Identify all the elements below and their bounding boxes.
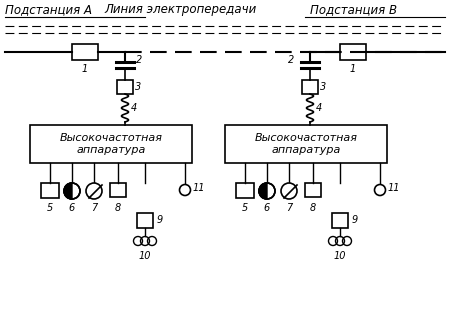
Text: 9: 9 (157, 215, 163, 225)
Text: 1: 1 (82, 64, 88, 74)
Text: Линия электропередачи: Линия электропередачи (104, 4, 256, 17)
Text: 4: 4 (316, 103, 322, 113)
Text: 6: 6 (264, 203, 270, 213)
Text: 7: 7 (286, 203, 292, 213)
Bar (72, 44, 98, 60)
Circle shape (259, 183, 275, 199)
Text: 3: 3 (135, 82, 141, 92)
Text: 6: 6 (69, 203, 75, 213)
Bar (340, 44, 366, 60)
Text: Подстанция А: Подстанция А (5, 4, 92, 17)
Bar (137, 213, 153, 228)
Text: 11: 11 (388, 183, 400, 193)
Text: 9: 9 (352, 215, 358, 225)
Bar (332, 213, 348, 228)
Circle shape (281, 183, 297, 199)
Bar (225, 125, 387, 163)
Circle shape (86, 183, 102, 199)
Bar (305, 183, 321, 197)
Text: Подстанция В: Подстанция В (310, 4, 397, 17)
Text: 1: 1 (350, 64, 356, 74)
Text: 8: 8 (115, 203, 121, 213)
Bar (41, 183, 59, 198)
Text: 7: 7 (91, 203, 97, 213)
Bar (30, 125, 192, 163)
Text: Высокочастотная
аппаратура: Высокочастотная аппаратура (255, 133, 357, 155)
Text: 5: 5 (47, 203, 53, 213)
Circle shape (374, 185, 386, 196)
Polygon shape (64, 183, 72, 199)
Text: Высокочастотная
аппаратура: Высокочастотная аппаратура (59, 133, 162, 155)
Circle shape (64, 183, 80, 199)
Bar (236, 183, 254, 198)
Circle shape (180, 185, 190, 196)
Text: 11: 11 (193, 183, 206, 193)
Text: 5: 5 (242, 203, 248, 213)
Bar (117, 80, 133, 94)
Text: 2: 2 (288, 55, 294, 65)
Polygon shape (259, 183, 267, 199)
Text: 2: 2 (136, 55, 142, 65)
Text: 4: 4 (131, 103, 137, 113)
Text: 10: 10 (334, 251, 346, 261)
Text: 8: 8 (310, 203, 316, 213)
Bar (302, 80, 318, 94)
Bar (110, 183, 126, 197)
Text: 3: 3 (320, 82, 326, 92)
Text: 10: 10 (139, 251, 151, 261)
